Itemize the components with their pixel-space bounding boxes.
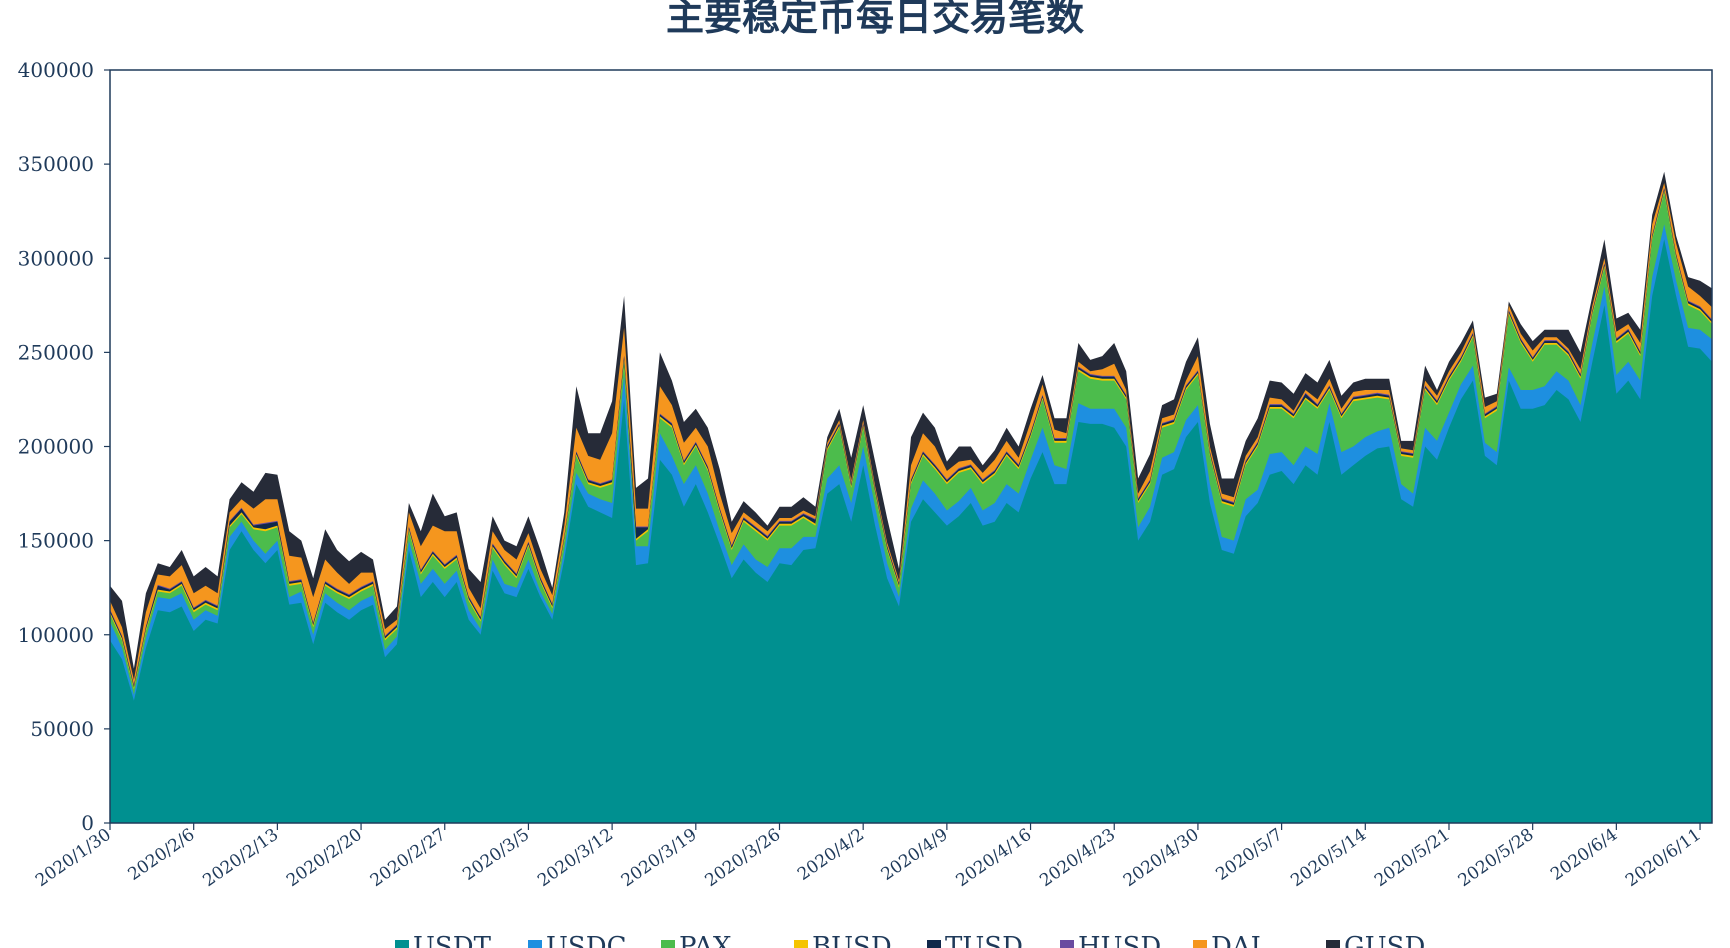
- x-tick-label: 2020/3/5: [459, 825, 533, 885]
- legend-swatch: [1326, 940, 1340, 948]
- x-tick-label: 2020/1/30: [32, 825, 115, 891]
- legend-label: PAX: [679, 932, 732, 948]
- y-tick-label: 150000: [18, 529, 94, 553]
- x-tick-label: 2020/2/13: [199, 825, 282, 891]
- x-tick-label: 2020/2/20: [283, 825, 366, 891]
- x-tick-label: 2020/4/16: [953, 825, 1036, 891]
- area-layers: [110, 171, 1712, 824]
- y-tick-label: 400000: [18, 58, 94, 82]
- x-tick-label: 2020/3/12: [534, 825, 617, 891]
- y-tick-label: 50000: [30, 717, 94, 741]
- legend: USDT USDC PAX BUSD TUSD HUSD DAI GUSD: [395, 932, 1425, 948]
- legend-swatch: [1193, 940, 1207, 948]
- legend-label: USDT: [413, 932, 492, 948]
- x-tick-label: 2020/2/27: [367, 825, 450, 891]
- legend-item-usdc: USDC: [528, 932, 626, 948]
- legend-swatch: [1060, 940, 1074, 948]
- x-tick-label: 2020/3/19: [618, 825, 701, 891]
- legend-label: TUSD: [945, 932, 1023, 948]
- x-tick-label: 2020/2/6: [125, 825, 199, 885]
- legend-label: BUSD: [812, 932, 892, 948]
- legend-swatch: [661, 940, 675, 948]
- legend-swatch: [528, 940, 542, 948]
- x-tick-label: 2020/5/21: [1371, 825, 1454, 891]
- legend-item-dai: DAI: [1193, 932, 1261, 948]
- y-tick-label: 300000: [18, 246, 94, 270]
- legend-item-tusd: TUSD: [927, 932, 1023, 948]
- y-tick-label: 250000: [18, 340, 94, 364]
- y-axis: 0 50000 100000 150000 200000 250000 300000 3500…: [18, 58, 110, 835]
- y-tick-label: 0: [81, 811, 94, 835]
- legend-item-busd: BUSD: [794, 932, 892, 948]
- legend-item-husd: HUSD: [1060, 932, 1161, 948]
- y-tick-label: 350000: [18, 152, 94, 176]
- x-tick-label: 2020/4/9: [878, 825, 952, 885]
- legend-label: USDC: [546, 932, 626, 948]
- x-tick-label: 2020/4/23: [1036, 825, 1119, 891]
- x-tick-label: 2020/6/4: [1547, 825, 1621, 885]
- y-tick-label: 200000: [18, 435, 94, 459]
- legend-item-pax: PAX: [661, 932, 732, 948]
- chart-title: 主要稳定币每日交易笔数: [666, 0, 1084, 39]
- x-tick-label: 2020/5/7: [1212, 825, 1286, 885]
- y-tick-label: 100000: [18, 623, 94, 647]
- x-tick-label: 2020/6/11: [1622, 825, 1705, 891]
- legend-swatch: [927, 940, 941, 948]
- legend-swatch: [794, 940, 808, 948]
- x-tick-label: 2020/3/26: [701, 825, 784, 891]
- legend-label: DAI: [1211, 932, 1261, 948]
- x-tick-label: 2020/4/30: [1120, 825, 1203, 891]
- x-tick-label: 2020/5/28: [1455, 825, 1538, 891]
- legend-label: GUSD: [1344, 932, 1425, 948]
- legend-item-usdt: USDT: [395, 932, 492, 948]
- x-axis: 2020/1/30 2020/2/6 2020/2/13 2020/2/20 2020/…: [32, 823, 1705, 891]
- legend-swatch: [395, 940, 409, 948]
- x-tick-label: 2020/4/2: [794, 825, 868, 885]
- legend-label: HUSD: [1078, 932, 1161, 948]
- area-usdt: [110, 239, 1712, 823]
- x-tick-label: 2020/5/14: [1287, 825, 1370, 891]
- legend-item-gusd: GUSD: [1326, 932, 1425, 948]
